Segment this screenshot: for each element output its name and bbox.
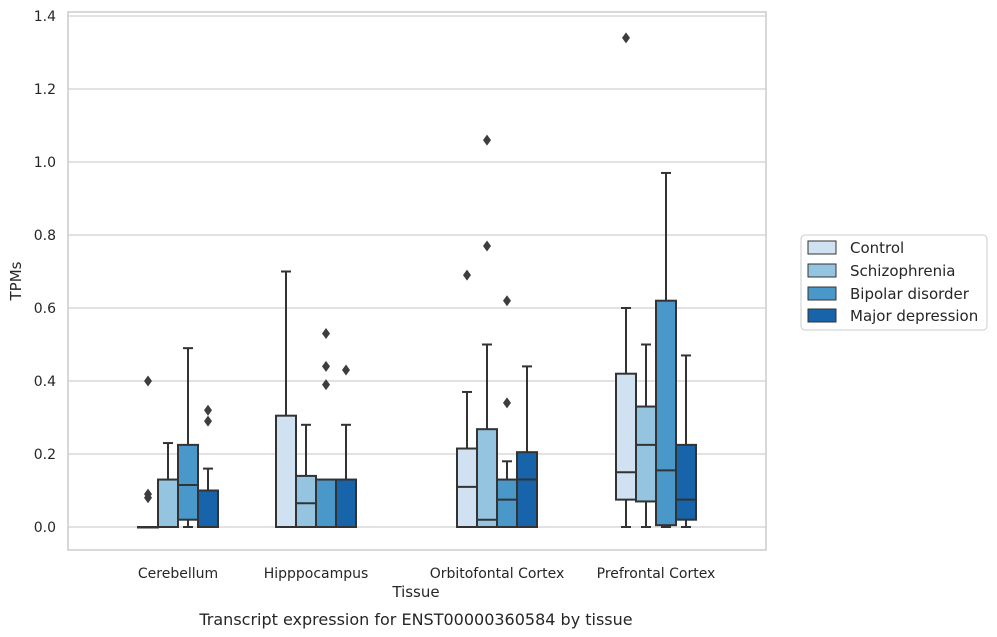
y-tick-label: 0.0	[34, 520, 56, 536]
legend-swatch-schizophrenia	[807, 263, 837, 278]
box-bipolar-disorder	[315, 328, 337, 528]
box-iqr	[197, 489, 219, 528]
x-tick-label: Orbitofontal Cortex	[430, 566, 565, 582]
box-schizophrenia	[295, 423, 317, 528]
box-iqr	[496, 478, 518, 528]
legend: Control Schizophrenia Bipolar disorder M…	[800, 234, 988, 331]
x-axis-ticks: Cerebellum Hipppocampus Orbitofontal Corte…	[138, 566, 715, 582]
box-schizophrenia	[476, 134, 498, 528]
legend-swatch-bipolar-disorder	[807, 286, 837, 301]
box-schizophrenia	[157, 442, 179, 528]
legend-label-bipolar-disorder: Bipolar disorder	[850, 285, 970, 303]
box-iqr	[476, 428, 498, 528]
x-tick-label: Prefrontal Cortex	[597, 566, 716, 582]
box-iqr	[675, 443, 697, 521]
box-major-depression	[197, 404, 219, 528]
outlier-point	[463, 269, 471, 281]
box-major-depression	[335, 364, 357, 528]
outlier-point	[622, 32, 630, 44]
box-iqr	[335, 478, 357, 528]
box-iqr	[295, 474, 317, 528]
legend-label-control: Control	[850, 239, 904, 257]
legend-label-schizophrenia: Schizophrenia	[850, 262, 955, 280]
box-bipolar-disorder	[177, 347, 199, 528]
outlier-point	[483, 240, 491, 252]
y-tick-label: 0.8	[34, 228, 56, 244]
outlier-point	[322, 328, 330, 340]
y-tick-label: 0.6	[34, 301, 56, 317]
boxes	[137, 32, 697, 529]
y-tick-label: 0.4	[34, 374, 56, 390]
box-iqr	[615, 372, 637, 501]
y-axis-label: TPMs	[7, 261, 25, 301]
box-iqr	[655, 299, 677, 527]
box-bipolar-disorder	[655, 171, 677, 528]
box-iqr	[177, 443, 199, 521]
y-axis-ticks: 0.0 0.2 0.4 0.6 0.8 1.0 1.2 1.4	[34, 9, 56, 536]
legend-swatch-control	[807, 240, 837, 255]
outlier-point	[503, 397, 511, 409]
box-control	[456, 269, 478, 528]
figure-caption: Transcript expression for ENST0000036058…	[198, 610, 632, 629]
legend-frame	[800, 234, 988, 331]
outlier-point	[204, 415, 212, 427]
box-iqr	[635, 405, 657, 503]
box-iqr	[275, 414, 297, 528]
y-tick-label: 1.0	[34, 155, 56, 171]
legend-swatch-major-depression	[807, 308, 837, 323]
box-schizophrenia	[635, 343, 657, 528]
box-major-depression	[675, 354, 697, 528]
outlier-point	[144, 488, 152, 500]
x-tick-label: Cerebellum	[138, 566, 218, 582]
legend-label-major-depression: Major depression	[850, 307, 978, 325]
x-axis-label: Tissue	[391, 583, 439, 601]
outlier-point	[503, 295, 511, 307]
outlier-point	[322, 379, 330, 391]
outlier-point	[204, 404, 212, 416]
outlier-point	[483, 134, 491, 146]
box-control	[615, 32, 637, 528]
outlier-point	[342, 364, 350, 376]
x-tick-label: Hipppocampus	[264, 566, 369, 582]
box-major-depression	[516, 365, 538, 528]
box-iqr	[516, 451, 538, 528]
box-iqr	[315, 478, 337, 528]
plot-area-frame	[67, 11, 767, 551]
outlier-point	[144, 375, 152, 387]
outlier-point	[322, 360, 330, 372]
box-iqr	[157, 478, 179, 528]
y-tick-label: 1.2	[34, 82, 56, 98]
box-bipolar-disorder	[496, 295, 518, 528]
y-tick-label: 1.4	[34, 9, 56, 25]
box-control	[275, 270, 297, 528]
y-tick-label: 0.2	[34, 447, 56, 463]
box-control	[137, 375, 159, 529]
